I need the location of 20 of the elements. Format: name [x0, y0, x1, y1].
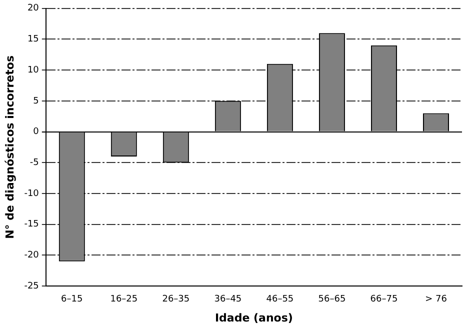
- y-tick-label: -5: [30, 158, 39, 168]
- x-tick-label: 16–25: [110, 294, 138, 305]
- x-tick-label: 26–35: [162, 294, 190, 305]
- y-tick-label: -20: [24, 250, 40, 260]
- x-tick-label: 36–45: [214, 294, 242, 305]
- y-tick-label: 5: [33, 96, 39, 106]
- y-tick-label: -15: [24, 220, 39, 230]
- y-tick-label: -25: [24, 281, 39, 292]
- y-tick-label: 0: [33, 127, 40, 138]
- y-axis-title: N° de diagnósticos incorretos: [3, 55, 16, 239]
- y-tick-label: 20: [27, 4, 40, 14]
- y-tick-label: 10: [27, 65, 40, 76]
- x-tick-label: 6–15: [61, 294, 83, 305]
- x-tick-label: > 76: [425, 294, 448, 305]
- y-tick-label: 15: [27, 34, 39, 45]
- x-tick-label: 66–75: [370, 294, 398, 305]
- y-tick-label: -10: [24, 188, 40, 199]
- x-tick-label: 46–55: [266, 294, 294, 305]
- x-axis-title: Idade (anos): [214, 311, 293, 324]
- x-tick-label: 56–65: [318, 294, 346, 305]
